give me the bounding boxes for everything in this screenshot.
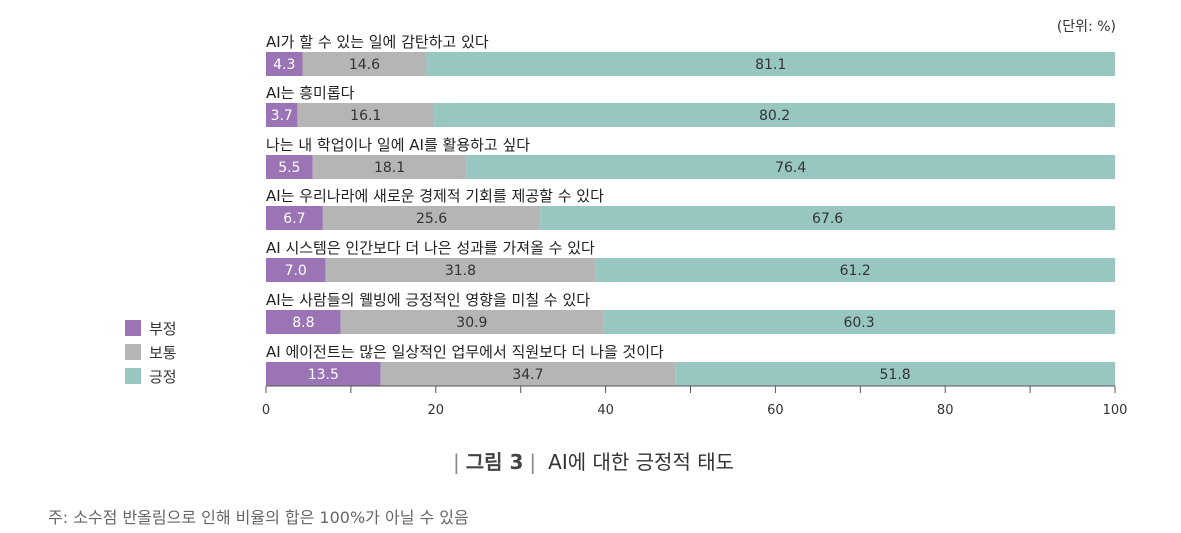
category-label: AI 시스템은 인간보다 더 나은 성과를 가져올 수 있다 — [266, 239, 595, 257]
legend-swatch-negative — [125, 320, 141, 336]
data-label: 18.1 — [374, 160, 405, 176]
bar-segment — [340, 310, 604, 334]
bar-segment — [266, 103, 298, 127]
bar-segment — [466, 155, 1115, 179]
data-label: 34.7 — [512, 367, 543, 383]
data-label: 51.8 — [880, 367, 911, 383]
x-tick-label: 40 — [597, 403, 614, 418]
legend-item-neutral: 보통 — [125, 340, 177, 364]
data-label: 16.1 — [350, 108, 381, 124]
category-label: AI는 사람들의 웰빙에 긍정적인 영향을 미칠 수 있다 — [266, 291, 590, 309]
data-label: 31.8 — [445, 263, 476, 279]
data-label: 25.6 — [416, 211, 447, 227]
bar-segment — [325, 258, 596, 282]
legend-swatch-positive — [125, 368, 141, 384]
data-label: 8.8 — [292, 315, 314, 331]
unit-label: (단위: %) — [1056, 19, 1116, 35]
data-label: 13.5 — [308, 367, 339, 383]
data-label: 60.3 — [843, 315, 874, 331]
bar-segment — [595, 258, 1115, 282]
category-label: AI 에이전트는 많은 일상적인 업무에서 직원보다 더 나을 것이다 — [266, 343, 664, 361]
bar-segment — [603, 310, 1115, 334]
legend-item-positive: 긍정 — [125, 364, 177, 388]
bar-segment — [426, 52, 1115, 76]
legend-label-neutral: 보통 — [149, 343, 177, 362]
bar-segment — [312, 155, 467, 179]
legend-swatch-neutral — [125, 344, 141, 360]
legend-label-positive: 긍정 — [149, 367, 177, 386]
bar-segment — [266, 206, 323, 230]
figure-title: AI에 대한 긍정적 태도 — [548, 450, 735, 474]
x-tick-label: 80 — [937, 403, 954, 418]
figure-caption: | 그림 3 | AI에 대한 긍정적 태도 — [452, 450, 735, 474]
data-label: 80.2 — [759, 108, 790, 124]
bar-segment — [266, 155, 313, 179]
x-tick-label: 60 — [767, 403, 784, 418]
category-label: AI는 우리나라에 새로운 경제적 기회를 제공할 수 있다 — [266, 187, 604, 205]
x-tick-label: 0 — [262, 403, 270, 418]
data-label: 81.1 — [755, 57, 786, 73]
bar-segment — [297, 103, 435, 127]
data-label: 30.9 — [456, 315, 487, 331]
data-label: 4.3 — [273, 57, 295, 73]
legend-label-negative: 부정 — [149, 319, 177, 338]
category-label: 나는 내 학업이나 일에 AI를 활용하고 싶다 — [266, 136, 530, 154]
data-label: 61.2 — [840, 263, 871, 279]
bar-segment — [540, 206, 1115, 230]
bar-segment — [380, 362, 676, 386]
bar-segment — [266, 258, 326, 282]
bar-segment — [302, 52, 427, 76]
bar-segment — [266, 310, 341, 334]
data-label: 67.6 — [812, 211, 843, 227]
legend-item-negative: 부정 — [125, 316, 177, 340]
footnote: 주: 소수점 반올림으로 인해 비율의 합은 100%가 아닐 수 있음 — [48, 508, 469, 527]
x-tick-label: 100 — [1103, 403, 1128, 418]
data-label: 14.6 — [349, 57, 380, 73]
bar-segment — [266, 52, 303, 76]
figure-number: 그림 3 — [465, 450, 524, 474]
data-label: 3.7 — [271, 108, 293, 124]
category-label: AI가 할 수 있는 일에 감탄하고 있다 — [266, 33, 489, 51]
bar-segment — [675, 362, 1115, 386]
data-label: 7.0 — [285, 263, 307, 279]
x-tick-label: 20 — [428, 403, 445, 418]
stacked-bar-chart: AI가 할 수 있는 일에 감탄하고 있다 4.3 14.6 81.1 AI는 흥미롭다… — [262, 33, 1128, 418]
bar-segment — [322, 206, 541, 230]
bar-segment — [434, 103, 1115, 127]
data-label: 76.4 — [775, 160, 806, 176]
legend: 부정 보통 긍정 — [125, 316, 177, 388]
category-label: AI는 흥미롭다 — [266, 84, 355, 102]
bar-segment — [266, 362, 381, 386]
data-label: 6.7 — [283, 211, 305, 227]
data-label: 5.5 — [278, 160, 300, 176]
